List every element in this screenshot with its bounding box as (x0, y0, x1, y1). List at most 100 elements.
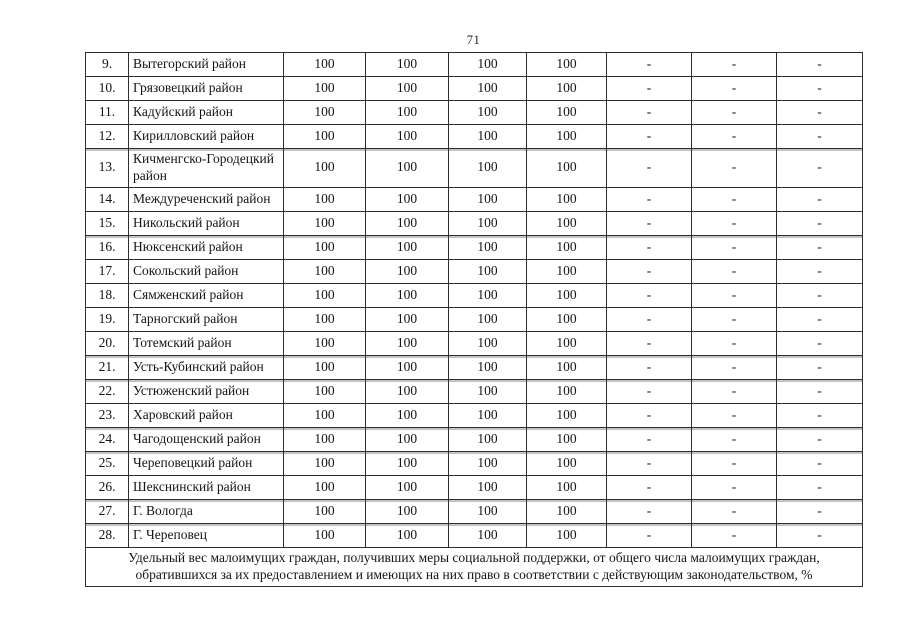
value-cell: 100 (365, 124, 449, 149)
value-cell: 100 (448, 258, 527, 284)
value-cell: 100 (283, 402, 366, 428)
value-cell: 100 (365, 100, 449, 125)
table-row: 18. Сямженский район 100 100 100 100- - - (85, 282, 863, 308)
value-cell: - (606, 124, 692, 149)
value-cell: 100 (526, 498, 607, 524)
value-cell: - (691, 354, 777, 380)
value-cell: - (776, 52, 863, 77)
value-cell: 100 (526, 186, 607, 212)
value-cell: - (776, 282, 863, 308)
value-cell: 100 (365, 282, 449, 308)
value-cell: 100 (283, 450, 366, 476)
district-name: Г. Вологда (128, 498, 284, 524)
value-cell: 100 (448, 210, 527, 236)
value-cell: 100 (283, 330, 366, 356)
value-cell: - (776, 378, 863, 404)
value-cell: 100 (365, 330, 449, 356)
value-cell: - (691, 426, 777, 452)
value-cell: 100 (365, 148, 449, 188)
value-cell: - (776, 450, 863, 476)
value-cell: - (691, 210, 777, 236)
table-row: 24. Чагодощенский район 100 100 100 100- - - (85, 426, 863, 452)
value-cell: 100 (283, 76, 366, 101)
district-name: Усть-Кубинский район (128, 354, 284, 380)
value-cell: 100 (448, 450, 527, 476)
table-row: 21. Усть-Кубинский район 100 100 100 100- - - (85, 354, 863, 380)
value-cell: 100 (283, 426, 366, 452)
value-cell: - (691, 52, 777, 77)
value-cell: - (776, 474, 863, 500)
row-number: 9. (85, 52, 129, 77)
row-number: 24. (85, 426, 129, 452)
value-cell: - (606, 100, 692, 125)
value-cell: - (606, 426, 692, 452)
value-cell: - (691, 522, 777, 548)
table-row: 13. Кичменгско-Городецкий район 100 100 100 1… (85, 148, 863, 188)
value-cell: - (691, 234, 777, 260)
value-cell: 100 (526, 306, 607, 332)
value-cell: 100 (526, 282, 607, 308)
value-cell: - (691, 306, 777, 332)
value-cell: 100 (365, 426, 449, 452)
value-cell: - (776, 124, 863, 149)
value-cell: 100 (526, 426, 607, 452)
table-row: 9. Вытегорский район 100 100 100 100- - - (85, 52, 863, 77)
value-cell: - (606, 498, 692, 524)
indicators-table: 9. Вытегорский район 100 100 100 100- - -10. Гря… (85, 52, 863, 587)
value-cell: - (606, 450, 692, 476)
value-cell: - (606, 330, 692, 356)
table-row: 26. Шекснинский район 100 100 100 100- - - (85, 474, 863, 500)
row-number: 22. (85, 378, 129, 404)
value-cell: 100 (283, 354, 366, 380)
table-row: 14. Междуреченский район 100 100 100 100- - - (85, 186, 863, 212)
table-row: 15. Никольский район 100 100 100 100- - - (85, 210, 863, 236)
value-cell: 100 (526, 124, 607, 149)
value-cell: 100 (448, 474, 527, 500)
value-cell: 100 (448, 282, 527, 308)
value-cell: 100 (283, 258, 366, 284)
value-cell: 100 (365, 76, 449, 101)
value-cell: 100 (365, 402, 449, 428)
table-row: 20. Тотемский район 100 100 100 100- - - (85, 330, 863, 356)
value-cell: - (691, 378, 777, 404)
table-row: 28. Г. Череповец 100 100 100 100- - - (85, 522, 863, 548)
value-cell: - (606, 210, 692, 236)
row-number: 27. (85, 498, 129, 524)
value-cell: 100 (526, 100, 607, 125)
value-cell: 100 (365, 474, 449, 500)
row-number: 28. (85, 522, 129, 548)
value-cell: - (776, 186, 863, 212)
district-name: Вытегорский район (128, 52, 284, 77)
value-cell: - (606, 186, 692, 212)
value-cell: - (606, 148, 692, 188)
value-cell: - (776, 426, 863, 452)
value-cell: - (606, 522, 692, 548)
district-name: Грязовецкий район (128, 76, 284, 101)
value-cell: - (691, 474, 777, 500)
value-cell: - (691, 148, 777, 188)
value-cell: - (776, 234, 863, 260)
district-name: Кичменгско-Городецкий район (128, 148, 284, 188)
value-cell: 100 (283, 378, 366, 404)
district-name: Тотемский район (128, 330, 284, 356)
value-cell: - (691, 450, 777, 476)
district-name: Сямженский район (128, 282, 284, 308)
value-cell: 100 (283, 498, 366, 524)
value-cell: 100 (365, 354, 449, 380)
district-name: Череповецкий район (128, 450, 284, 476)
value-cell: - (691, 498, 777, 524)
table-row: 12. Кирилловский район 100 100 100 100- - - (85, 124, 863, 149)
value-cell: 100 (283, 210, 366, 236)
value-cell: 100 (448, 306, 527, 332)
value-cell: 100 (365, 234, 449, 260)
value-cell: 100 (448, 378, 527, 404)
value-cell: - (776, 402, 863, 428)
district-name: Никольский район (128, 210, 284, 236)
table-row: 11. Кадуйский район 100 100 100 100- - - (85, 100, 863, 125)
value-cell: 100 (365, 522, 449, 548)
value-cell: - (776, 258, 863, 284)
row-number: 15. (85, 210, 129, 236)
value-cell: - (606, 282, 692, 308)
value-cell: - (776, 306, 863, 332)
table-row: 25. Череповецкий район 100 100 100 100- - - (85, 450, 863, 476)
